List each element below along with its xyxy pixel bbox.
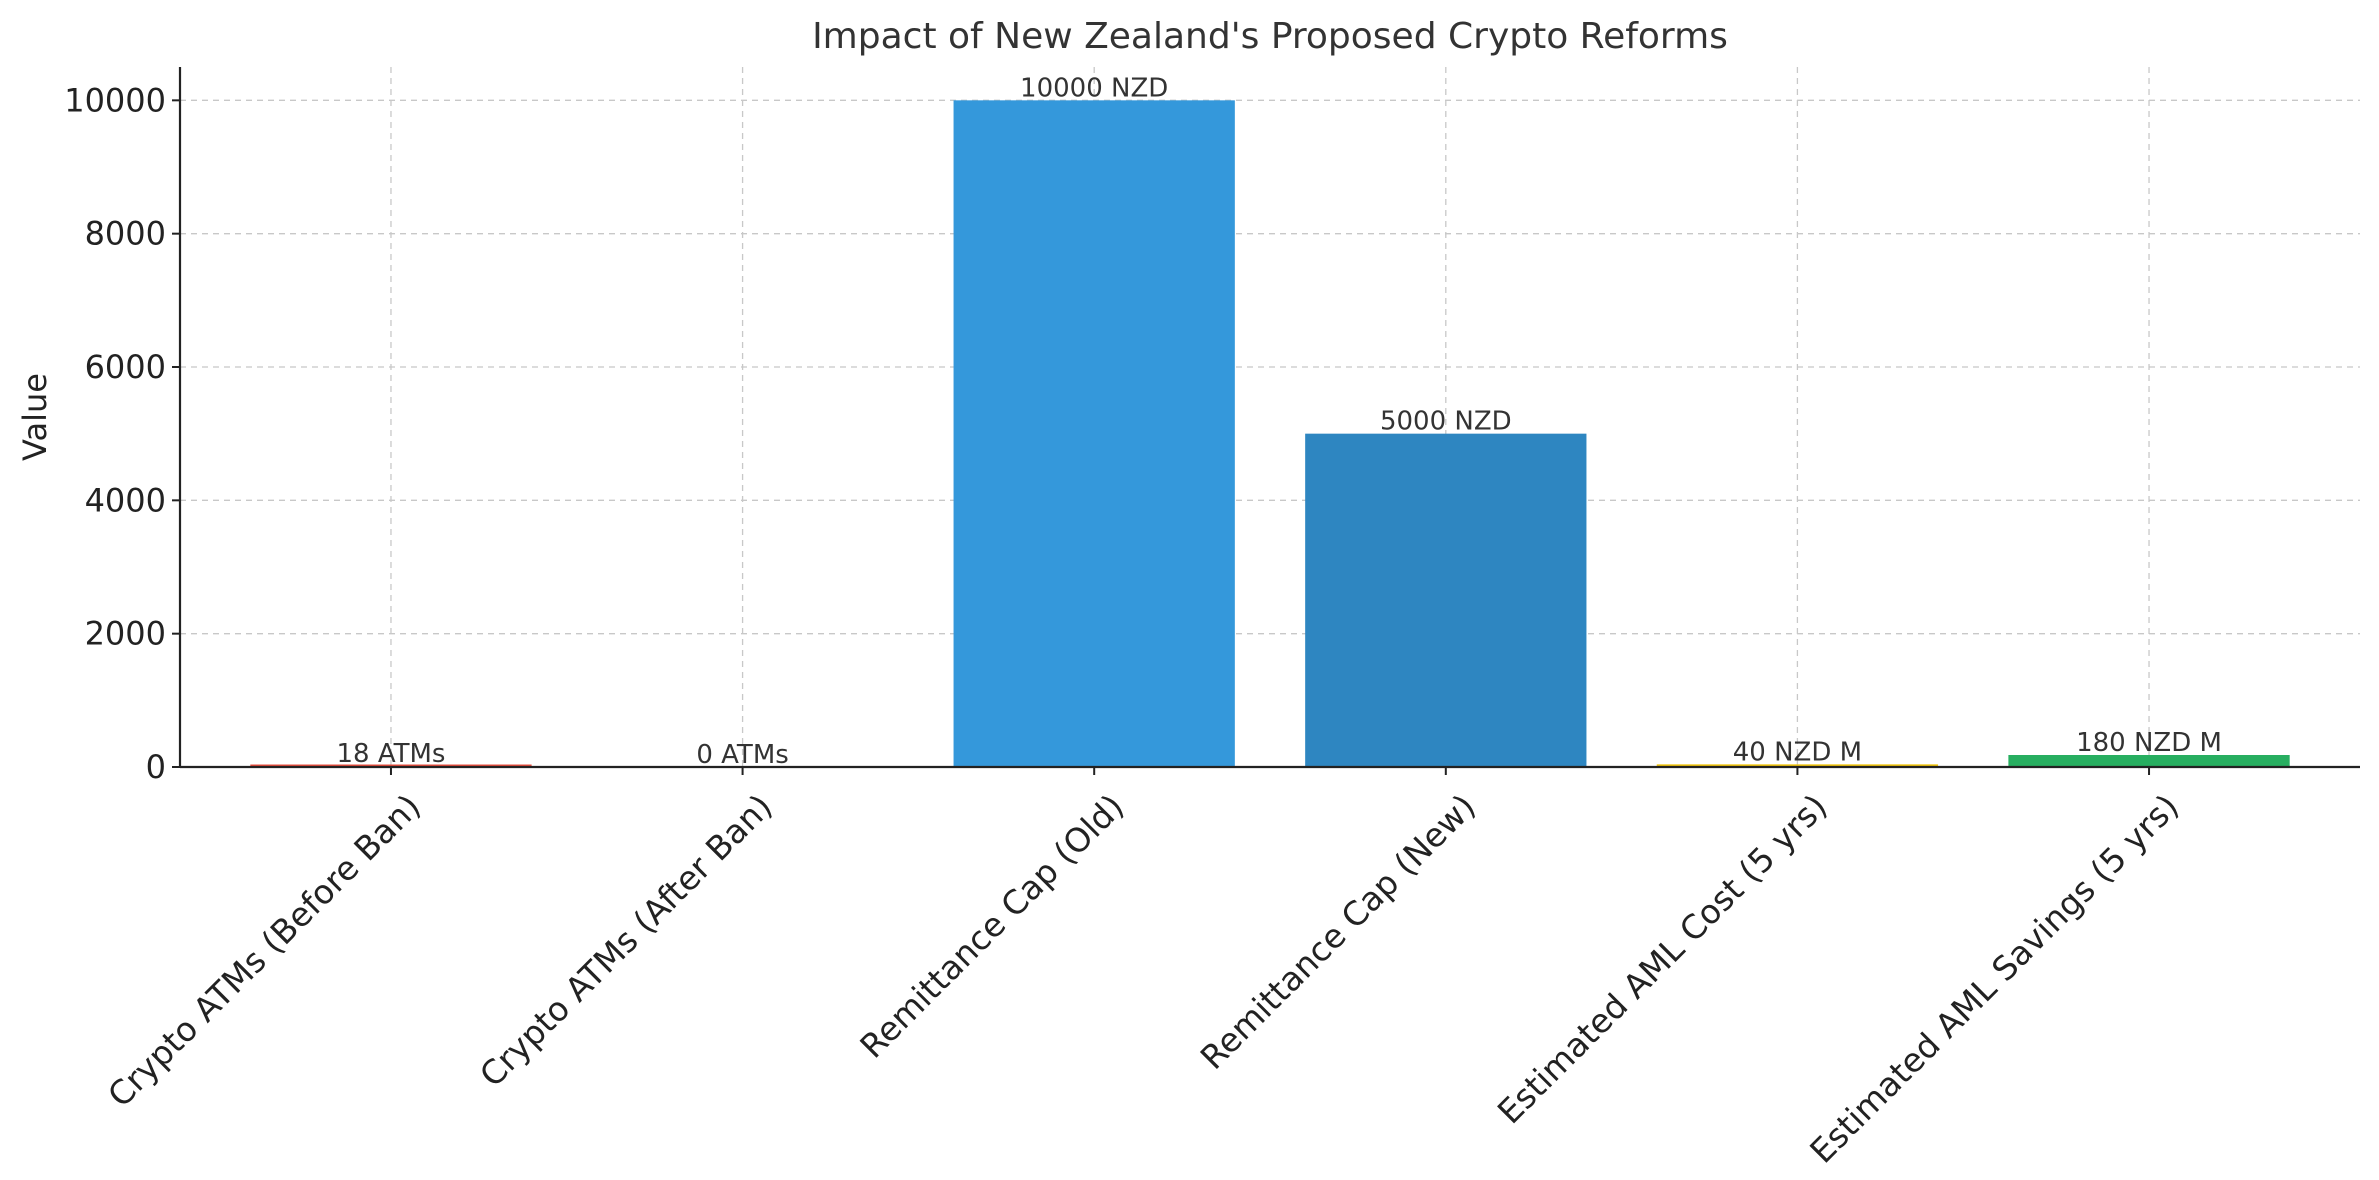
data-label: 10000 NZD [1020, 73, 1168, 103]
data-label: 18 ATMs [336, 739, 445, 769]
x-tick-label: Crypto ATMs (Before Ban) [100, 787, 428, 1115]
x-tick-label: Remittance Cap (New) [1193, 787, 1483, 1077]
bar [1305, 433, 1587, 767]
y-axis-label: Value [16, 373, 54, 461]
axes [172, 67, 2360, 775]
y-tick-label: 0 [146, 748, 166, 786]
data-label: 180 NZD M [2076, 728, 2222, 758]
bar [953, 100, 1235, 768]
y-tick-label: 8000 [85, 215, 166, 253]
x-tick-label: Estimated AML Cost (5 yrs) [1490, 787, 1835, 1132]
y-tick-label: 2000 [85, 615, 166, 653]
chart-title: Impact of New Zealand's Proposed Crypto … [812, 16, 1728, 57]
x-tick-label: Crypto ATMs (After Ban) [472, 787, 780, 1095]
data-labels: 18 ATMs 0 ATMs 10000 NZD 5000 NZD 40 NZD M 18… [336, 73, 2221, 770]
y-tick-label: 10000 [64, 81, 166, 119]
bar [1656, 764, 1939, 767]
grid-lines [180, 67, 2360, 768]
data-label: 5000 NZD [1380, 407, 1512, 437]
bars [250, 100, 2290, 768]
y-tick-label: 4000 [85, 481, 166, 519]
data-label: 0 ATMs [696, 740, 788, 770]
data-label: 40 NZD M [1733, 737, 1862, 767]
x-tick-label: Estimated AML Savings (5 yrs) [1802, 787, 2186, 1171]
y-tick-label: 6000 [85, 348, 166, 386]
bar [2008, 755, 2290, 767]
bar [250, 764, 532, 767]
x-tick-label: Remittance Cap (Old) [852, 787, 1131, 1066]
